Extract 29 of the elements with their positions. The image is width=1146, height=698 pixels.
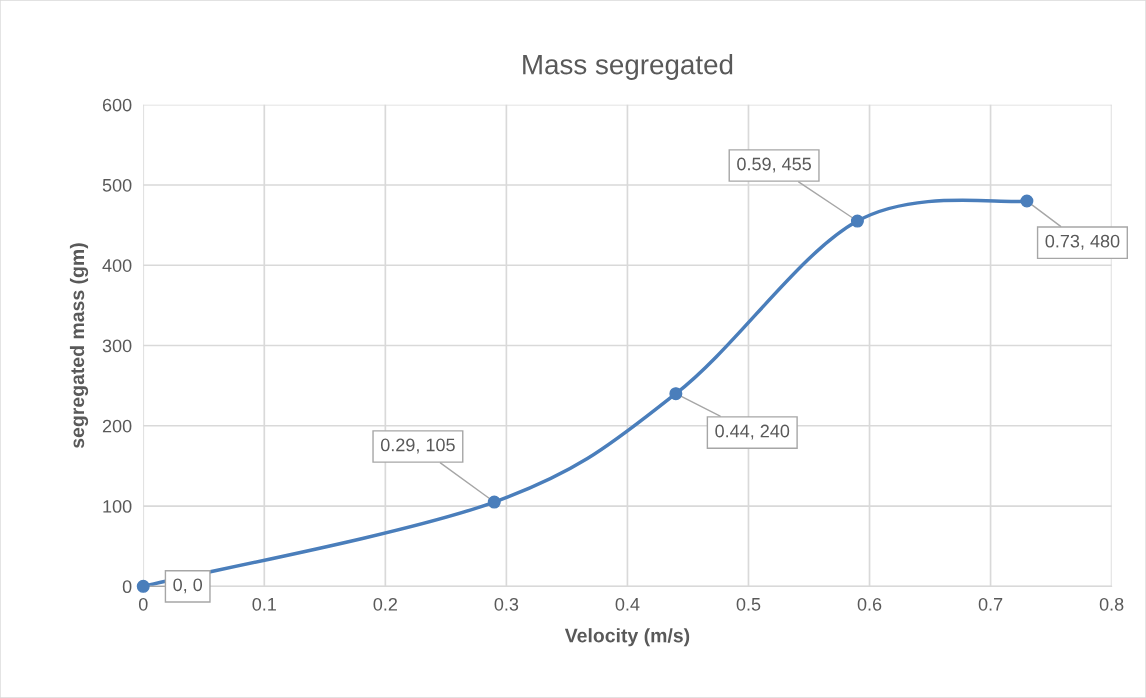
y-tick-label: 400 <box>102 259 132 272</box>
y-tick-label: 500 <box>102 178 132 192</box>
x-tick-label: 0.5 <box>736 597 761 611</box>
data-label: 0.44, 240 <box>715 424 790 440</box>
y-axis-title: segregated mass (gm) <box>69 243 89 449</box>
y-tick-label: 0 <box>122 580 132 594</box>
data-label: 0.29, 105 <box>380 438 455 454</box>
x-tick-label: 0.8 <box>1099 597 1124 611</box>
y-tick-label: 600 <box>102 98 132 112</box>
x-tick-label: 0.3 <box>494 597 519 611</box>
x-tick-label: 0.6 <box>857 597 882 611</box>
data-label: 0.59, 455 <box>737 157 811 173</box>
x-tick-label: 0.2 <box>373 597 397 611</box>
x-tick-label: 0.1 <box>252 597 276 611</box>
point <box>850 214 864 228</box>
x-tick-label: 0 <box>138 597 148 611</box>
x-tick-label: 0.4 <box>615 597 640 611</box>
point <box>487 495 501 509</box>
data-label: 0.73, 480 <box>1045 234 1120 250</box>
point <box>1020 194 1034 208</box>
point <box>136 579 150 593</box>
y-tick-label: 200 <box>102 419 132 433</box>
x-tick-label: 0.7 <box>978 597 1003 611</box>
chart-title: Mass segregated <box>523 54 733 80</box>
y-tick-label: 100 <box>103 499 132 513</box>
y-tick-label: 300 <box>102 339 132 353</box>
point <box>669 387 683 401</box>
data-label: 0, 0 <box>173 578 203 594</box>
x-axis-title: Velocity (m/s) <box>564 628 690 647</box>
